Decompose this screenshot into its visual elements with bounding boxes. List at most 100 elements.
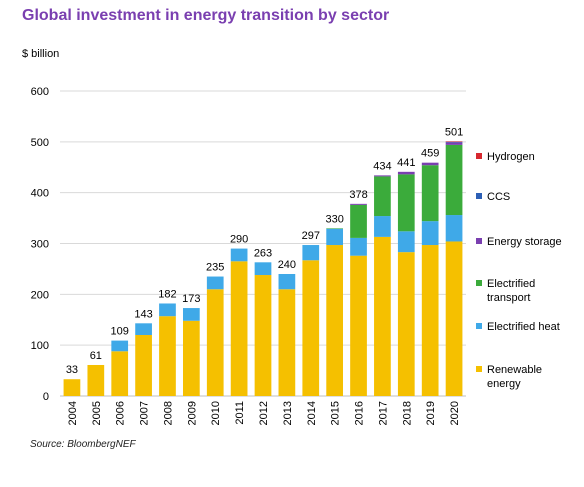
total-label-2007: 143	[134, 308, 152, 320]
x-tick-label: 2004	[67, 401, 79, 425]
x-tick-label: 2006	[115, 401, 127, 425]
bar-electrified-transport-2019	[421, 165, 439, 222]
legend: Hydrogen CCS Energy storage Electrified tran…	[476, 151, 562, 390]
bar-electrified-heat-2010	[206, 276, 224, 290]
x-tick-label: 2013	[282, 401, 294, 425]
legend-label-electrified-transport: Electrified transport	[487, 278, 535, 304]
total-label-2004: 33	[66, 364, 78, 376]
bar-renewable-energy-2007	[135, 335, 152, 396]
bar-renewable-energy-2005	[87, 364, 105, 396]
total-label-2015: 330	[325, 213, 343, 225]
x-tick-label: 2020	[449, 401, 461, 425]
legend-swatch-energy-storage	[476, 238, 482, 244]
bar-electrified-heat-2007	[135, 323, 152, 335]
x-tick-label: 2016	[354, 401, 366, 425]
y-tick-label: 200	[31, 289, 49, 301]
bar-electrified-heat-2009	[182, 308, 200, 321]
total-label-2013: 240	[278, 259, 296, 271]
legend-label-electrified-heat: Electrified heat	[487, 321, 560, 333]
total-label-2011: 290	[230, 234, 248, 246]
y-axis-ticks: 0 100 200 300 400 500 600	[31, 86, 49, 403]
total-label-2020: 501	[445, 126, 463, 138]
x-tick-label: 2007	[139, 401, 151, 425]
bar-electrified-heat-2016	[350, 237, 367, 256]
bar-renewable-energy-2016	[350, 255, 367, 396]
total-label-2006: 109	[111, 326, 129, 338]
y-tick-label: 400	[31, 188, 49, 200]
bar-renewable-energy-2015	[326, 245, 344, 396]
bar-hydrogen-2020	[445, 141, 463, 142]
bar-electrified-transport-2020	[445, 144, 463, 216]
bar-energy-storage-2017	[374, 175, 391, 177]
bar-renewable-energy-2013	[278, 289, 296, 396]
y-axis-unit-label: $ billion	[22, 48, 59, 60]
total-label-2018: 441	[397, 157, 415, 169]
bar-renewable-energy-2018	[397, 252, 415, 396]
y-tick-label: 0	[43, 391, 49, 403]
bar-electrified-transport-2018	[397, 174, 415, 232]
total-label-2010: 235	[206, 262, 224, 274]
legend-label-ccs: CCS	[487, 191, 510, 203]
bar-renewable-energy-2009	[182, 320, 200, 396]
x-tick-label: 2009	[186, 401, 198, 425]
x-tick-label: 2017	[377, 401, 389, 425]
bar-electrified-heat-2008	[159, 303, 176, 317]
x-tick-label: 2014	[306, 401, 318, 425]
x-tick-label: 2015	[330, 401, 342, 425]
bar-electrified-heat-2018	[397, 231, 415, 253]
bar-renewable-energy-2011	[230, 261, 248, 396]
bar-renewable-energy-2012	[254, 275, 272, 396]
total-label-2017: 434	[373, 160, 391, 172]
legend-swatch-electrified-heat	[476, 323, 482, 329]
legend-swatch-renewable-energy	[476, 366, 482, 372]
bar-electrified-heat-2011	[230, 248, 248, 262]
bar-electrified-heat-2012	[254, 262, 272, 276]
legend-label-renewable-energy: Renewable energy	[487, 364, 542, 390]
source-note: Source: BloombergNEF	[30, 439, 136, 450]
bar-electrified-transport-2016	[350, 204, 367, 238]
legend-swatch-electrified-transport	[476, 280, 482, 286]
bar-energy-storage-2020	[445, 142, 463, 145]
total-label-2005: 61	[90, 350, 102, 362]
bar-renewable-energy-2010	[206, 289, 224, 396]
x-tick-label: 2011	[234, 401, 246, 425]
chart-title: Global investment in energy transition b…	[22, 7, 390, 24]
total-label-2019: 459	[421, 148, 439, 160]
x-tick-label: 2012	[258, 401, 270, 425]
x-tick-label: 2018	[401, 401, 413, 425]
legend-label-hydrogen: Hydrogen	[487, 151, 535, 163]
bar-renewable-energy-2019	[421, 245, 439, 396]
bar-energy-storage-2016	[350, 203, 367, 205]
bar-renewable-energy-2006	[111, 351, 129, 396]
total-label-2016: 378	[349, 189, 367, 201]
bar-electrified-heat-2013	[278, 274, 296, 290]
bar-renewable-energy-2014	[302, 260, 320, 396]
bar-ccs-2020	[445, 141, 463, 143]
bar-energy-storage-2018	[397, 171, 415, 175]
x-tick-label: 2005	[91, 401, 103, 425]
bar-energy-storage-2019	[421, 162, 439, 166]
bar-electrified-heat-2020	[445, 215, 463, 242]
y-tick-label: 300	[31, 239, 49, 251]
x-tick-label: 2019	[425, 401, 437, 425]
bar-renewable-energy-2020	[445, 241, 463, 396]
legend-swatch-hydrogen	[476, 153, 482, 159]
bar-electrified-transport-2017	[374, 176, 391, 217]
y-tick-label: 500	[31, 137, 49, 149]
bar-renewable-energy-2004	[63, 379, 81, 396]
bar-electrified-heat-2015	[326, 228, 344, 246]
x-tick-label: 2008	[162, 401, 174, 425]
bar-electrified-transport-2015	[326, 228, 344, 229]
total-label-2009: 173	[182, 293, 200, 305]
legend-label-energy-storage: Energy storage	[487, 236, 562, 248]
x-tick-label: 2010	[210, 401, 222, 425]
total-label-2012: 263	[254, 247, 272, 259]
y-tick-label: 600	[31, 86, 49, 98]
legend-swatch-ccs	[476, 193, 482, 199]
bar-electrified-heat-2006	[111, 340, 129, 352]
y-tick-label: 100	[31, 340, 49, 352]
bar-electrified-heat-2019	[421, 221, 439, 246]
bar-electrified-heat-2017	[374, 216, 391, 237]
bar-renewable-energy-2008	[159, 316, 176, 396]
